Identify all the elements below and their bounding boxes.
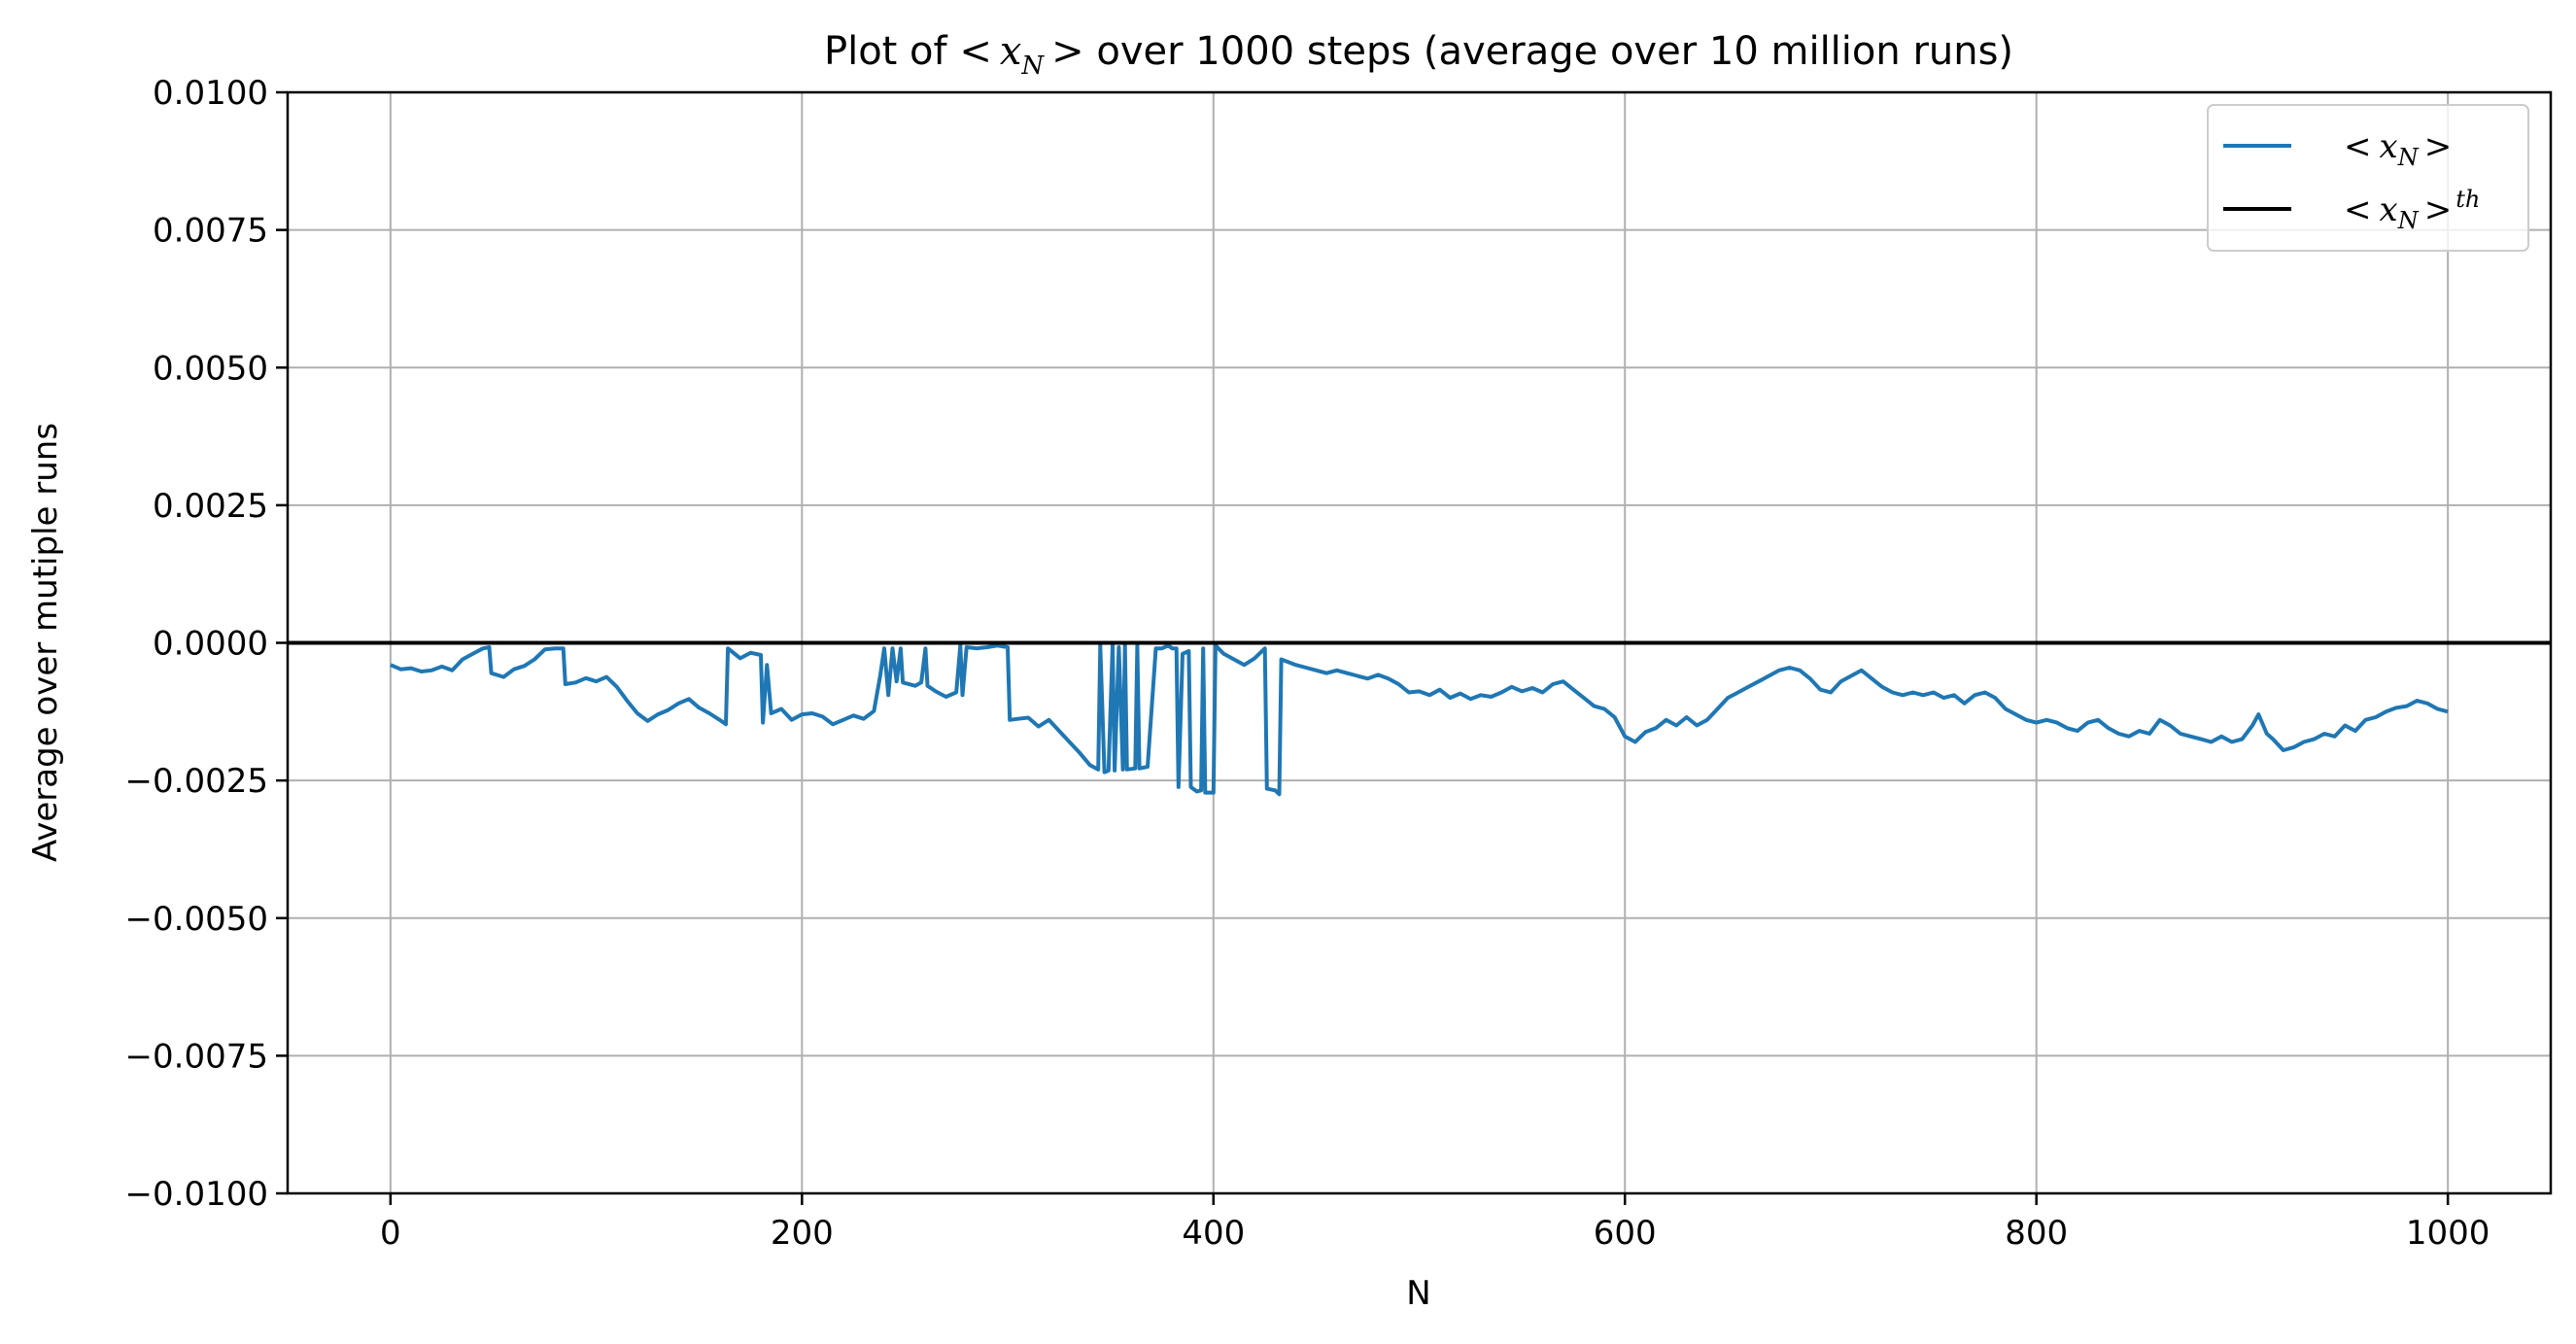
plot-frame (286, 90, 2553, 1195)
x-tick-label: 800 (2005, 1214, 2068, 1253)
y-tick-label: 0.0100 (153, 74, 268, 113)
x-tick-label: 1000 (2406, 1214, 2490, 1253)
x-axis-label: N (1406, 1274, 1430, 1313)
y-tick-label: 0.0050 (153, 349, 268, 388)
y-tick-label: 0.0000 (153, 625, 268, 664)
y-tick-label: −0.0025 (125, 762, 268, 801)
y-tick-label: −0.0050 (125, 900, 268, 939)
legend-label-theoretical: < xN > th (2344, 186, 2480, 234)
series-layer (288, 640, 2551, 797)
series-line-simulated (390, 643, 2449, 797)
x-tick-label: 200 (771, 1214, 834, 1253)
chart-title: Plot of < xN > over 1000 steps (average ov… (824, 29, 2013, 81)
x-tick-label: 600 (1594, 1214, 1657, 1253)
y-tick-label: 0.0075 (153, 212, 268, 251)
legend: < xN > < xN > th (2207, 104, 2529, 252)
y-axis-label: Average over mutiple runs (26, 423, 65, 862)
legend-box (2207, 104, 2529, 252)
x-tick-label: 400 (1182, 1214, 1245, 1253)
y-ticks: 0.0100 0.0075 0.0050 0.0025 0.0000 −0.0025 −0.… (125, 74, 288, 1214)
legend-label-simulated: < xN > (2344, 127, 2452, 171)
x-tick-label: 0 (380, 1214, 401, 1253)
x-ticks: 0 200 400 600 800 1000 (380, 1193, 2490, 1253)
y-tick-label: −0.0075 (125, 1037, 268, 1076)
y-tick-label: 0.0025 (153, 487, 268, 526)
y-tick-label: −0.0100 (125, 1175, 268, 1214)
